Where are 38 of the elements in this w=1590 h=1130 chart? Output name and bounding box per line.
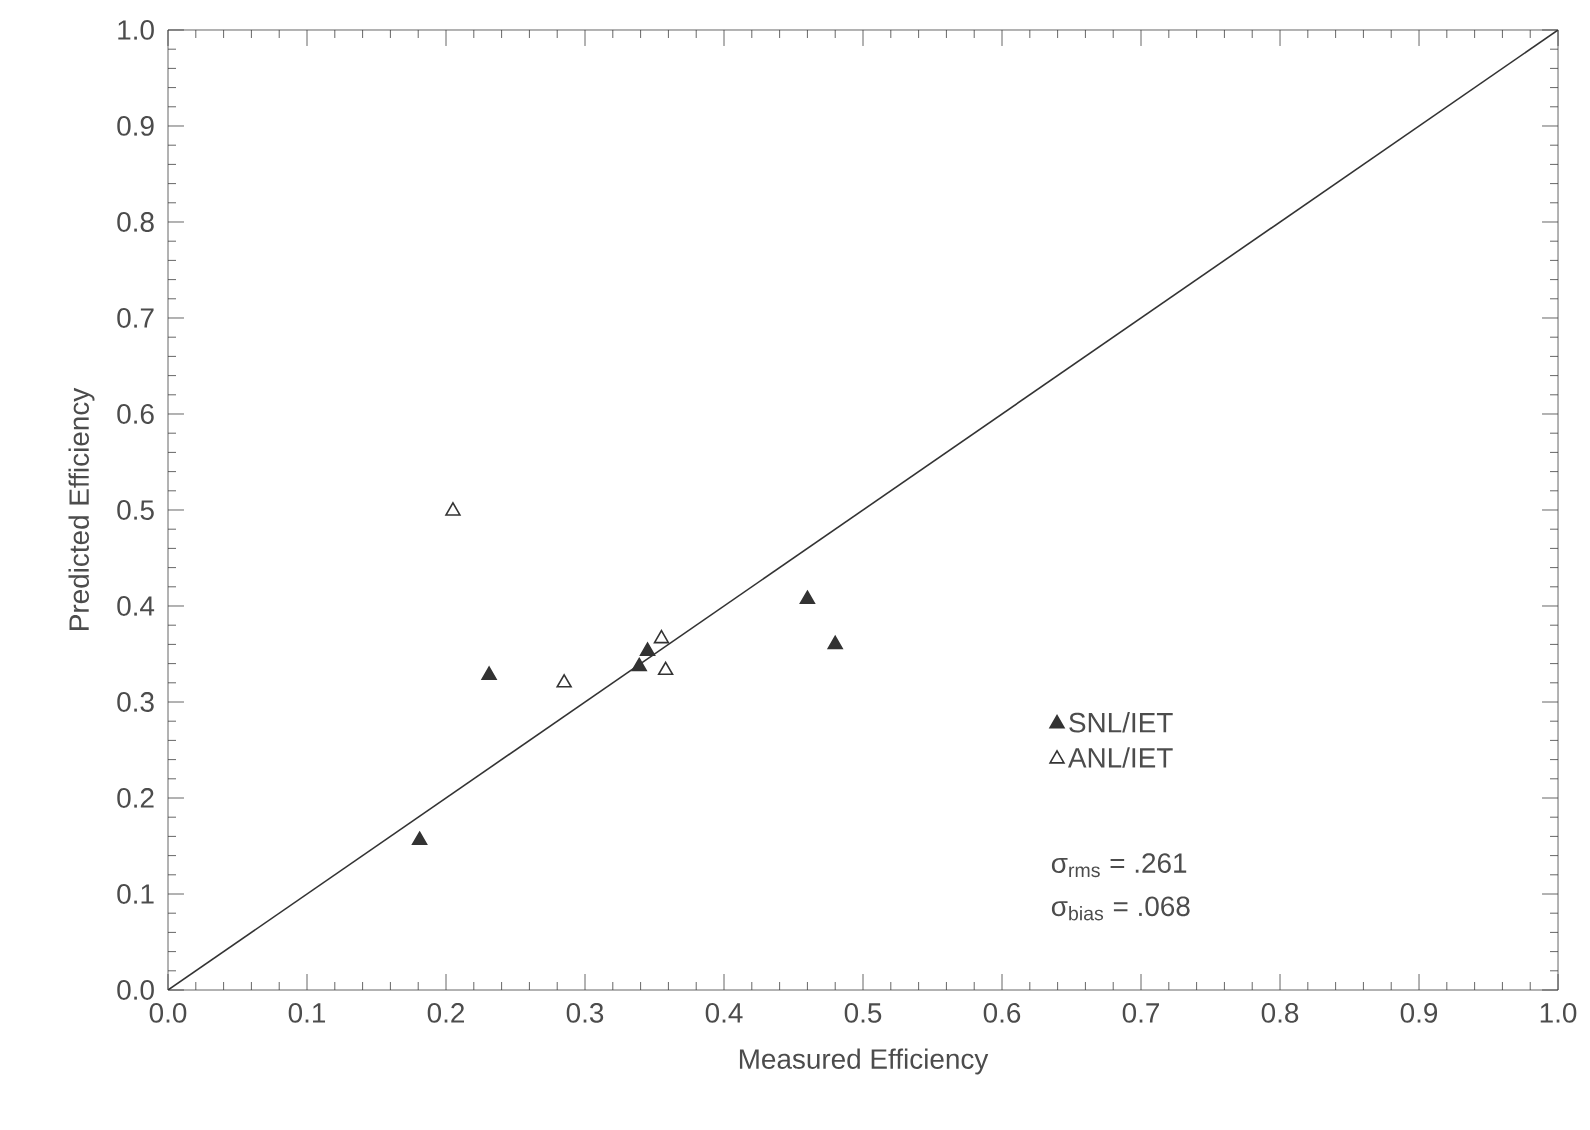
y-tick-label: 0.5: [117, 500, 154, 520]
x-tick-label: 0.9: [1400, 1003, 1438, 1023]
y-tick-label: 0.2: [117, 788, 154, 808]
legend-label: ANL/IET: [1068, 747, 1173, 768]
legend-label: SNL/IET: [1069, 712, 1173, 733]
y-tick-label: 0.4: [117, 596, 155, 616]
y-tick-label: 0.0: [117, 980, 154, 1000]
x-tick-label: 0.2: [427, 1003, 464, 1023]
x-axis-title: Measured Efficiency: [739, 1048, 989, 1075]
x-tick-label: 1.0: [1540, 1003, 1577, 1023]
x-tick-label: 0.1: [288, 1003, 326, 1023]
y-tick-label: 0.3: [117, 692, 154, 712]
annotation: σ$_{bias}$ = .068: [1051, 896, 1190, 921]
annotation: σ$_{rms}$ = .261: [1051, 853, 1187, 878]
x-tick-label: 0.5: [844, 1003, 882, 1023]
x-tick-label: 0.0: [149, 1003, 187, 1023]
point: [481, 666, 497, 680]
y-tick-label: 0.1: [117, 884, 154, 904]
y-tick-label: 0.6: [117, 404, 154, 424]
x-tick-label: 0.4: [705, 1003, 743, 1023]
y-tick-label: 0.9: [117, 116, 154, 136]
point: [639, 642, 656, 656]
y-tick-label: 0.8: [117, 212, 154, 232]
point: [653, 629, 670, 644]
x-tick-label: 0.8: [1261, 1003, 1299, 1023]
y-axis-title: Predicted Efficiency: [68, 387, 95, 630]
point: [827, 635, 843, 650]
point: [556, 674, 572, 688]
y-tick-label: 1.0: [118, 20, 154, 40]
point: [445, 502, 461, 516]
x-tick-label: 0.7: [1122, 1003, 1160, 1023]
y-tick-label: 0.7: [117, 308, 154, 328]
point: [799, 590, 816, 605]
point: [657, 661, 674, 676]
x-tick-label: 0.6: [983, 1003, 1021, 1023]
x-tick-label: 0.3: [566, 1003, 604, 1023]
point: [411, 831, 428, 846]
point: [631, 657, 647, 672]
